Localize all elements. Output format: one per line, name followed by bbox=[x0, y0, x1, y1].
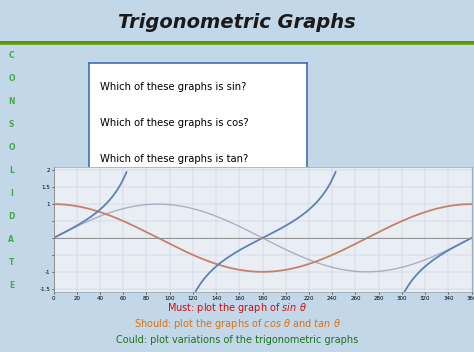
Text: T: T bbox=[9, 258, 14, 267]
Text: O: O bbox=[8, 143, 15, 152]
Bar bbox=[0, 42, 474, 44]
Text: I: I bbox=[10, 189, 13, 198]
Bar bbox=[0, 43, 474, 45]
Text: N: N bbox=[8, 97, 15, 106]
Bar bbox=[0, 41, 474, 43]
Text: S: S bbox=[9, 120, 14, 129]
Text: E: E bbox=[9, 281, 14, 290]
Text: Which of these graphs is sin?: Which of these graphs is sin? bbox=[100, 82, 246, 92]
Text: Which of these graphs is cos?: Which of these graphs is cos? bbox=[100, 118, 249, 128]
Bar bbox=[0, 42, 474, 44]
Bar bbox=[0, 43, 474, 45]
Bar bbox=[0, 41, 474, 43]
Text: O: O bbox=[8, 74, 15, 83]
Text: Could: plot variations of the trigonometric graphs: Could: plot variations of the trigonomet… bbox=[116, 335, 358, 345]
Text: C: C bbox=[9, 51, 14, 59]
Text: L: L bbox=[9, 166, 14, 175]
Text: Trigonometric Graphs: Trigonometric Graphs bbox=[118, 13, 356, 32]
Bar bbox=[0, 42, 474, 44]
Bar bbox=[0, 43, 474, 45]
Bar bbox=[0, 42, 474, 44]
Text: Should: plot the graphs of $\mathit{cos}\ \mathit{\theta}$ and $\mathit{tan}\ \m: Should: plot the graphs of $\mathit{cos}… bbox=[134, 317, 340, 331]
Bar bbox=[0, 41, 474, 43]
Text: D: D bbox=[8, 212, 15, 221]
Bar bbox=[0, 41, 474, 43]
Bar bbox=[0, 42, 474, 45]
Text: Which of these graphs is tan?: Which of these graphs is tan? bbox=[100, 154, 248, 164]
Bar bbox=[0, 43, 474, 45]
Bar bbox=[0, 42, 474, 44]
Text: Must: plot the graph of $\mathit{sin}\ \mathit{\theta}$: Must: plot the graph of $\mathit{sin}\ \… bbox=[167, 301, 307, 315]
Bar bbox=[0, 42, 474, 44]
Text: A: A bbox=[9, 235, 14, 244]
Bar bbox=[0, 42, 474, 44]
Bar bbox=[0, 41, 474, 44]
Bar bbox=[0, 42, 474, 44]
Bar bbox=[0, 41, 474, 43]
Bar bbox=[0, 41, 474, 44]
